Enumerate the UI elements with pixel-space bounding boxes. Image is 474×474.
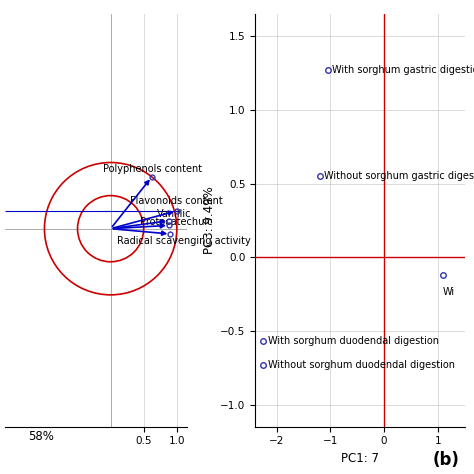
Text: Without sorghum gastric digestion: Without sorghum gastric digestion xyxy=(324,171,474,181)
Text: Wi: Wi xyxy=(443,287,455,297)
Text: Radical scavenging activity: Radical scavenging activity xyxy=(117,236,251,246)
Text: With sorghum gastric digestion: With sorghum gastric digestion xyxy=(332,65,474,75)
Text: Without sorghum duodendal digestion: Without sorghum duodendal digestion xyxy=(267,360,455,370)
Text: Protocatechuic: Protocatechuic xyxy=(140,217,213,227)
Text: 58%: 58% xyxy=(28,430,55,443)
Text: Vanillic: Vanillic xyxy=(157,209,191,219)
Y-axis label: PC3: 9.49%: PC3: 9.49% xyxy=(203,187,216,254)
Text: (b): (b) xyxy=(433,451,460,469)
X-axis label: PC1: 7: PC1: 7 xyxy=(341,452,379,465)
Text: Polyphenols content: Polyphenols content xyxy=(103,164,202,174)
Text: Flavonoids content: Flavonoids content xyxy=(130,196,223,206)
Text: With sorghum duodendal digestion: With sorghum duodendal digestion xyxy=(267,336,438,346)
